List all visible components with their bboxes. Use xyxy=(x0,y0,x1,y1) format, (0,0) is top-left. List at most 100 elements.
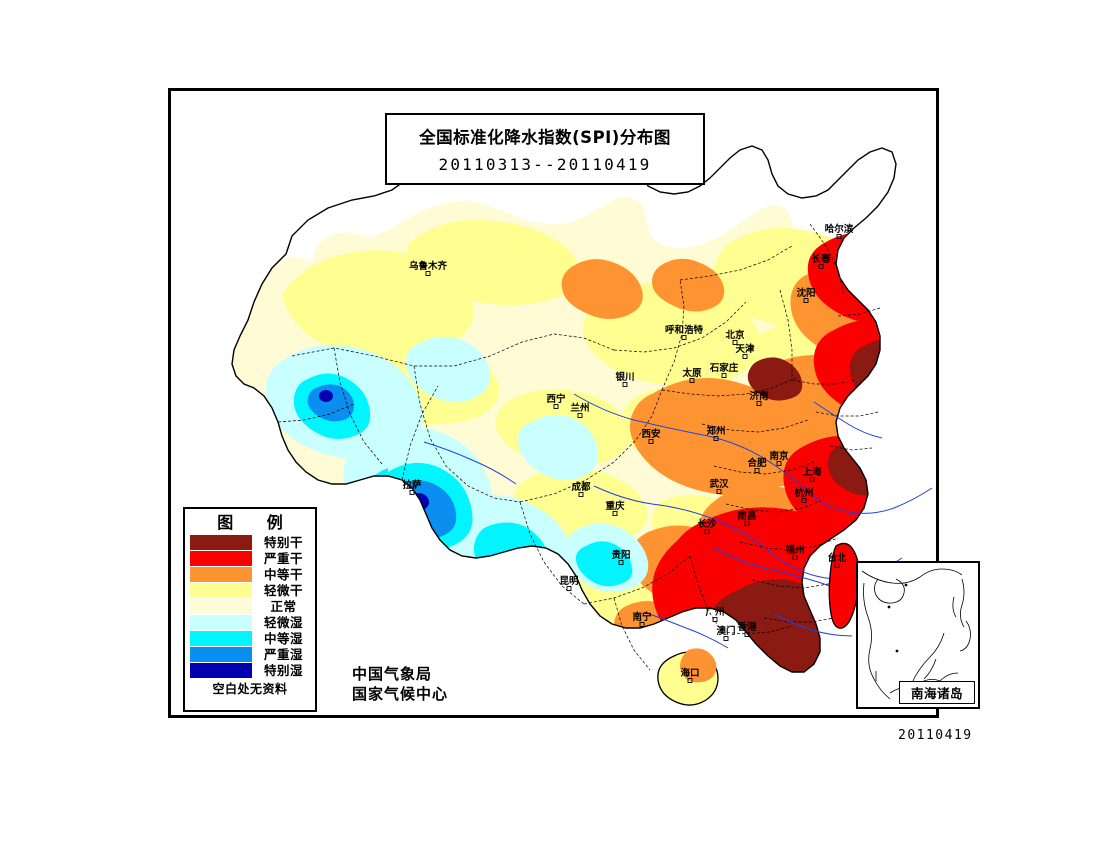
title-period: 20110313--20110419 xyxy=(438,155,652,174)
bottom-date-stamp: 20110419 xyxy=(898,728,973,743)
inset-label: 南海诸岛 xyxy=(899,681,975,704)
city-marker-icon xyxy=(689,378,695,383)
city-label: 长春 xyxy=(811,253,831,265)
legend-label: 特别干 xyxy=(263,534,303,550)
city-marker-icon xyxy=(836,234,842,239)
city-marker-icon xyxy=(409,490,415,495)
city-marker-icon xyxy=(687,678,693,683)
city-label: 杭州 xyxy=(794,487,813,499)
city-marker-icon xyxy=(577,413,583,418)
outside-china-mask xyxy=(174,94,933,712)
legend-label: 特别湿 xyxy=(263,663,303,679)
city-marker-icon xyxy=(742,354,748,359)
legend-item: 严重干 xyxy=(185,550,315,566)
legend-label: 中等干 xyxy=(263,566,303,582)
org-line-2: 国家气候中心 xyxy=(352,685,449,703)
legend-item: 轻微干 xyxy=(185,582,315,598)
city-marker-icon xyxy=(716,489,722,494)
city-label: 西宁 xyxy=(546,393,566,405)
city-marker-icon xyxy=(622,382,628,387)
city-label: 哈尔滨 xyxy=(825,223,854,235)
city-marker-icon xyxy=(818,264,824,269)
legend-title: 图 例 xyxy=(217,513,297,532)
city-marker-icon xyxy=(801,498,807,503)
city-marker-icon xyxy=(756,401,762,406)
city-marker-icon xyxy=(776,461,782,466)
legend-item: 轻微湿 xyxy=(185,614,315,631)
city-label: 石家庄 xyxy=(709,362,739,374)
legend-swatch xyxy=(190,615,252,631)
city-label: 重庆 xyxy=(605,500,625,512)
city-label: 长沙 xyxy=(697,518,717,530)
city-label: 贵阳 xyxy=(611,549,630,561)
legend-label: 严重干 xyxy=(263,550,303,566)
org-line-1: 中国气象局 xyxy=(352,665,433,683)
city-marker-icon xyxy=(792,555,798,560)
organization-credit: 中国气象局 国家气候中心 xyxy=(352,664,448,704)
city-marker-icon xyxy=(809,477,815,482)
city-marker-icon xyxy=(648,439,654,444)
legend-item: 严重湿 xyxy=(185,647,315,663)
page-title: 全国标准化降水指数(SPI)分布图 xyxy=(419,128,671,147)
city-marker-icon xyxy=(744,632,750,637)
city-marker-icon xyxy=(612,511,618,516)
city-marker-icon xyxy=(723,636,729,641)
city-label: 澳门 xyxy=(716,625,735,637)
legend-rows: 特别干 严重干 中等干 轻微干 正常 轻微湿 中等湿 严重湿 特别湿 xyxy=(185,534,315,679)
city-label: 台北 xyxy=(827,552,847,564)
city-marker-icon xyxy=(553,404,559,409)
city-marker-icon xyxy=(834,563,840,568)
city-label: 西安 xyxy=(641,428,661,440)
south-china-sea-inset: 南海诸岛 xyxy=(856,561,980,709)
city-label: 上海 xyxy=(802,466,822,478)
legend-swatch xyxy=(190,663,252,679)
city-marker-icon xyxy=(732,340,738,345)
city-label: 天津 xyxy=(735,343,755,355)
city-label: 呼和浩特 xyxy=(665,324,704,336)
city-marker-icon xyxy=(639,622,645,627)
inset-map xyxy=(861,568,971,700)
legend-swatch xyxy=(190,582,252,598)
legend-label: 严重湿 xyxy=(263,647,303,663)
city-label: 海口 xyxy=(680,667,699,679)
city-label: 广州 xyxy=(705,606,724,618)
legend-item: 中等干 xyxy=(185,566,315,582)
city-marker-icon xyxy=(803,298,809,303)
city-label: 福州 xyxy=(784,544,804,556)
city-label: 昆明 xyxy=(559,576,579,587)
city-label: 银川 xyxy=(615,371,634,383)
city-marker-icon xyxy=(754,468,760,473)
city-label: 兰州 xyxy=(570,402,589,414)
city-label: 合肥 xyxy=(747,457,767,469)
legend-label: 轻微湿 xyxy=(263,615,303,631)
city-marker-icon xyxy=(578,492,584,497)
taiwan-island xyxy=(828,542,860,629)
city-label: 郑州 xyxy=(706,425,725,437)
legend-item: 中等湿 xyxy=(185,631,315,647)
legend-label: 中等湿 xyxy=(263,631,303,647)
city-marker-icon xyxy=(681,335,687,340)
city-label: 沈阳 xyxy=(796,287,815,299)
city-label: 南宁 xyxy=(632,611,652,623)
legend-swatch xyxy=(190,550,252,566)
city-label: 武汉 xyxy=(709,478,729,490)
legend-footer-note: 空白处无资料 xyxy=(212,681,288,696)
city-marker-icon xyxy=(713,436,719,441)
city-marker-icon xyxy=(744,521,750,526)
legend-item: 特别湿 xyxy=(185,663,315,679)
city-label: 成都 xyxy=(571,481,591,493)
city-label: 南昌 xyxy=(737,510,756,522)
city-label: 太原 xyxy=(682,367,702,379)
city-marker-icon xyxy=(712,617,718,622)
city-label: 乌鲁木齐 xyxy=(409,260,448,272)
city-label: 南京 xyxy=(769,450,789,462)
legend-item: 正常 xyxy=(185,598,315,614)
legend-swatch xyxy=(190,598,252,614)
city-label: 济南 xyxy=(749,390,769,402)
province-boundaries xyxy=(277,223,881,671)
map-title-box: 全国标准化降水指数(SPI)分布图 20110313--20110419 xyxy=(385,113,705,185)
legend: 图 例 特别干 严重干 中等干 轻微干 正常 轻微湿 中等湿 严重湿 特别湿 空白处无资料 xyxy=(183,507,317,712)
legend-item: 特别干 xyxy=(185,534,315,550)
